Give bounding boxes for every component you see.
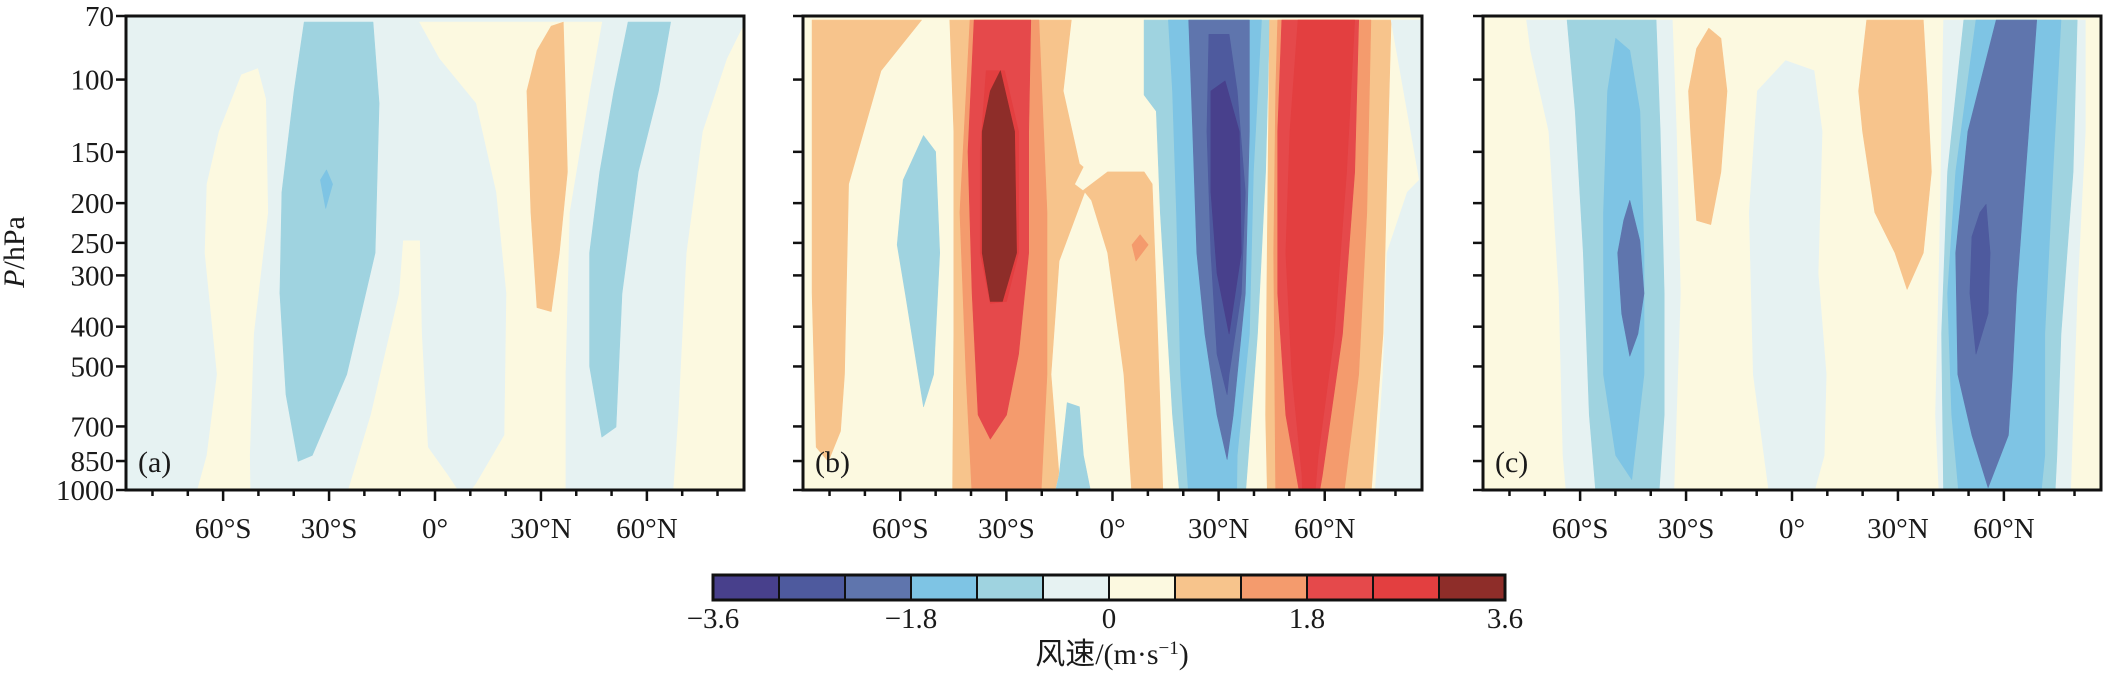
colorbar-tick-labels: −3.6 −1.8 0 1.8 3.6 bbox=[687, 603, 1523, 635]
contour-region bbox=[1617, 200, 1645, 357]
y-tick-label: 300 bbox=[71, 260, 115, 292]
panel-b-label: (b) bbox=[815, 446, 850, 479]
x-tick-label: 30°N bbox=[1188, 513, 1250, 545]
panel-c: 60°S 30°S 0° 30°N 60°N (c) bbox=[1473, 14, 2103, 594]
y-tick-label: 250 bbox=[71, 228, 115, 260]
panel-c-label: (c) bbox=[1495, 446, 1528, 479]
y-tick-label: 200 bbox=[71, 188, 115, 220]
x-tick-label: 30°N bbox=[510, 513, 572, 545]
contour-region bbox=[1374, 19, 1422, 490]
y-axis-title: P/hPa bbox=[0, 216, 31, 289]
x-tick-label: 30°N bbox=[1867, 513, 1929, 545]
colorbar-label: 风速/(m·s−1) bbox=[1035, 638, 1189, 672]
panel-c-yticks bbox=[1473, 14, 1483, 492]
y-tick-label: 400 bbox=[71, 312, 115, 344]
contour-region bbox=[320, 169, 333, 209]
x-tick-label: 60°S bbox=[1552, 513, 1609, 545]
colorbar-label-end: ) bbox=[1179, 638, 1189, 671]
x-tick-label: 60°N bbox=[1294, 513, 1356, 545]
contour-region bbox=[1285, 19, 1355, 490]
contour-region bbox=[1969, 204, 1991, 355]
y-tick-label: 70 bbox=[85, 1, 114, 33]
colorbar-cell bbox=[1042, 574, 1110, 601]
colorbar-cell bbox=[976, 574, 1044, 601]
contour-region bbox=[197, 68, 269, 490]
y-tick-label: 1000 bbox=[56, 475, 114, 507]
x-tick-label: 0° bbox=[422, 513, 448, 545]
panel-b-xticks: 60°S 30°S 0° 30°N 60°N bbox=[828, 490, 1397, 545]
panel-a-contours bbox=[126, 16, 744, 490]
panel-b-contours bbox=[803, 16, 1422, 490]
colorbar-label-sup: −1 bbox=[1159, 638, 1179, 659]
panel-b-yticks bbox=[793, 14, 803, 492]
contour-region bbox=[526, 21, 568, 312]
colorbar-cell bbox=[1438, 574, 1506, 601]
x-tick-label: 30°S bbox=[301, 513, 358, 545]
contour-region bbox=[1806, 573, 1824, 593]
panel-a-label: (a) bbox=[138, 446, 171, 479]
contour-region bbox=[1955, 19, 2037, 489]
contour-region bbox=[1887, 555, 1917, 594]
colorbar-tick-label: 1.8 bbox=[1289, 603, 1325, 635]
contour-region bbox=[1688, 27, 1728, 225]
panel-a: 60°S 30°S 0° 30°N 60°N (a) bbox=[116, 14, 746, 545]
contour-region bbox=[279, 21, 380, 462]
panel-a-yticks bbox=[116, 14, 126, 492]
contour-region bbox=[673, 24, 744, 490]
x-tick-label: 0° bbox=[1099, 513, 1125, 545]
contour-region bbox=[1749, 60, 1827, 490]
x-tick-label: 60°N bbox=[616, 513, 678, 545]
colorbar-cell bbox=[910, 574, 978, 601]
contour-region bbox=[1131, 234, 1149, 262]
colorbar-cell bbox=[1372, 574, 1440, 601]
y-tick-label: 150 bbox=[71, 137, 115, 169]
colorbar-frame bbox=[711, 573, 1507, 602]
y-tick-label: 700 bbox=[71, 411, 115, 443]
colorbar-cell bbox=[1306, 574, 1374, 601]
contour-region bbox=[589, 21, 671, 438]
contour-region bbox=[896, 135, 941, 408]
panel-c-contours bbox=[1483, 16, 2101, 594]
colorbar-tick-label: 3.6 bbox=[1487, 603, 1523, 635]
y-tick-label: 850 bbox=[71, 446, 115, 478]
colorbar-cell bbox=[1108, 574, 1176, 601]
colorbar-tick-label: −3.6 bbox=[687, 603, 740, 635]
colorbar-label-main: 风速/(m·s bbox=[1035, 638, 1158, 671]
colorbar-cell bbox=[712, 574, 780, 601]
x-tick-label: 60°S bbox=[195, 513, 252, 545]
x-tick-label: 60°S bbox=[872, 513, 929, 545]
colorbar-tick-label: −1.8 bbox=[885, 603, 938, 635]
panel-b: 60°S 30°S 0° 30°N 60°N (b) bbox=[793, 14, 1424, 545]
colorbar-cell bbox=[1174, 574, 1242, 601]
contour-region bbox=[1055, 402, 1091, 490]
x-tick-label: 60°N bbox=[1973, 513, 2035, 545]
x-tick-label: 30°S bbox=[1658, 513, 1715, 545]
colorbar-cell bbox=[844, 574, 912, 601]
y-axis-title-rest: /hPa bbox=[0, 216, 31, 269]
x-tick-label: 0° bbox=[1779, 513, 1805, 545]
contour-region bbox=[1858, 19, 1932, 290]
colorbar-tick-label: 0 bbox=[1102, 603, 1117, 635]
contour-region bbox=[1210, 80, 1242, 335]
colorbar: −3.6 −1.8 0 1.8 3.6 风速/(m·s−1) bbox=[687, 573, 1523, 672]
colorbar-cell bbox=[1240, 574, 1308, 601]
contour-region bbox=[811, 19, 922, 462]
x-tick-label: 30°S bbox=[978, 513, 1035, 545]
colorbar-cells bbox=[712, 574, 1506, 601]
colorbar-cell bbox=[778, 574, 846, 601]
y-tick-label: 100 bbox=[71, 65, 115, 97]
y-tick-label: 500 bbox=[71, 351, 115, 383]
panel-c-xticks: 60°S 30°S 0° 30°N 60°N bbox=[1508, 490, 2076, 545]
contour-region bbox=[981, 70, 1017, 302]
y-axis-title-italic: P bbox=[0, 270, 31, 289]
panel-a-xticks: 60°S 30°S 0° 30°N 60°N bbox=[151, 490, 719, 545]
